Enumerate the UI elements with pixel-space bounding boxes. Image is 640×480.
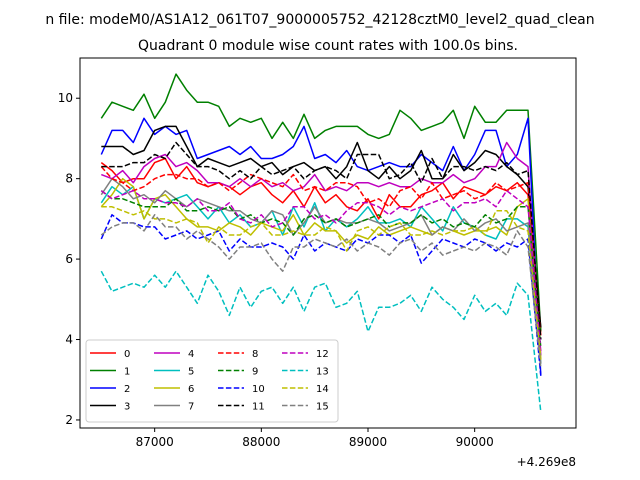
y-tick-label: 6 [65,252,73,266]
legend-label-0: 0 [124,349,130,360]
legend-label-5: 5 [188,367,194,378]
series-line-4 [101,141,542,356]
legend-label-10: 10 [252,384,265,395]
axes-title: Quadrant 0 module wise count rates with … [138,38,518,54]
legend-label-2: 2 [124,384,130,395]
series-line-8 [100,166,542,336]
legend-label-8: 8 [252,349,258,360]
series-line-12 [100,189,542,352]
y-axis: 2 4 6 8 10 [58,91,80,427]
legend-label-3: 3 [124,402,130,413]
series-line-11 [101,141,542,340]
series-line-1 [100,73,542,332]
x-offset-label: +4.269e8 [517,455,576,469]
legend-label-7: 7 [188,402,194,413]
legend-label-11: 11 [252,402,265,413]
legend-label-9: 9 [252,367,258,378]
legend-label-6: 6 [188,384,194,395]
series-line-6 [100,177,542,360]
x-axis: 87000 88000 89000 90000 [136,428,494,449]
y-tick-label: 2 [65,413,73,427]
series-line-14 [101,206,542,360]
x-tick-label: 88000 [242,435,280,449]
legend-label-14: 14 [316,384,329,395]
legend-label-12: 12 [316,349,329,360]
series-layer [100,73,542,412]
y-tick-label: 10 [58,91,73,105]
series-line-13 [100,270,542,412]
x-tick-label: 87000 [136,435,174,449]
x-tick-label: 90000 [456,435,494,449]
legend-label-1: 1 [124,367,130,378]
y-tick-label: 8 [65,172,73,186]
plot-area [100,73,542,412]
legend-box [85,339,339,423]
legend-label-4: 4 [188,349,194,360]
series-line-0 [100,157,542,332]
legend-label-15: 15 [316,402,329,413]
series-line-9 [100,190,542,348]
y-tick-label: 4 [65,333,73,347]
legend-label-13: 13 [316,367,329,378]
axes-frame [79,57,577,429]
figure-suptitle: n file: modeM0/AS1A12_061T07_9000005752_… [45,12,594,28]
series-line-15 [100,214,542,368]
series-line-10 [100,214,542,376]
x-tick-label: 89000 [349,435,387,449]
series-line-7 [100,177,542,364]
